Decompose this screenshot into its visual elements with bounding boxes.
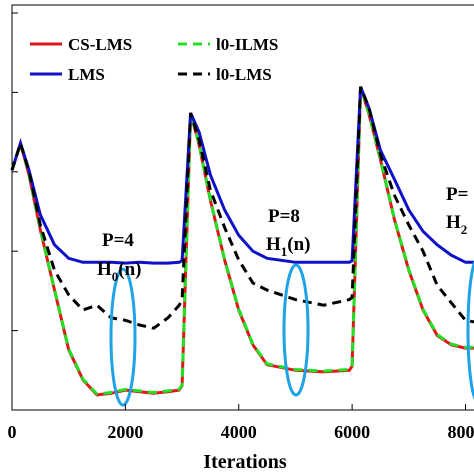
func: H <box>446 212 461 233</box>
legend-label: l0-ILMS <box>216 35 278 54</box>
x-tick-label: 2000 <box>107 422 143 442</box>
series-line <box>10 86 474 330</box>
x-tick-label: 0 <box>8 422 17 442</box>
legend-label: CS-LMS <box>68 35 132 54</box>
annotation-label: P= <box>446 184 468 205</box>
plot-frame <box>11 4 474 411</box>
plot-area <box>10 86 474 397</box>
annotation-ellipses <box>109 259 474 407</box>
x-tick-label: 4000 <box>221 422 257 442</box>
ellipse <box>109 267 137 407</box>
sub: 2 <box>461 222 468 237</box>
arg: (n) <box>118 259 141 280</box>
series-line <box>10 86 474 265</box>
ellipse <box>282 263 310 397</box>
sub: 1 <box>281 244 288 259</box>
ellipse <box>466 259 474 401</box>
annotation-function: H2 <box>446 212 467 237</box>
annotation-label: P=8 <box>268 206 300 227</box>
func: H <box>97 259 112 280</box>
sub: 0 <box>112 269 119 284</box>
legend-label: l0-LMS <box>216 65 272 84</box>
series-line <box>10 86 474 396</box>
arg: (n) <box>287 234 310 255</box>
x-tick-label: 8000 <box>447 422 474 442</box>
func: H <box>266 234 281 255</box>
x-axis-label: Iterations <box>203 451 287 473</box>
legend-label: LMS <box>68 65 105 84</box>
x-tick-label: 6000 <box>334 422 370 442</box>
annotation-function: H0(n) <box>97 259 142 284</box>
annotation-label: P=4 <box>102 230 134 251</box>
annotation-function: H1(n) <box>266 234 311 259</box>
